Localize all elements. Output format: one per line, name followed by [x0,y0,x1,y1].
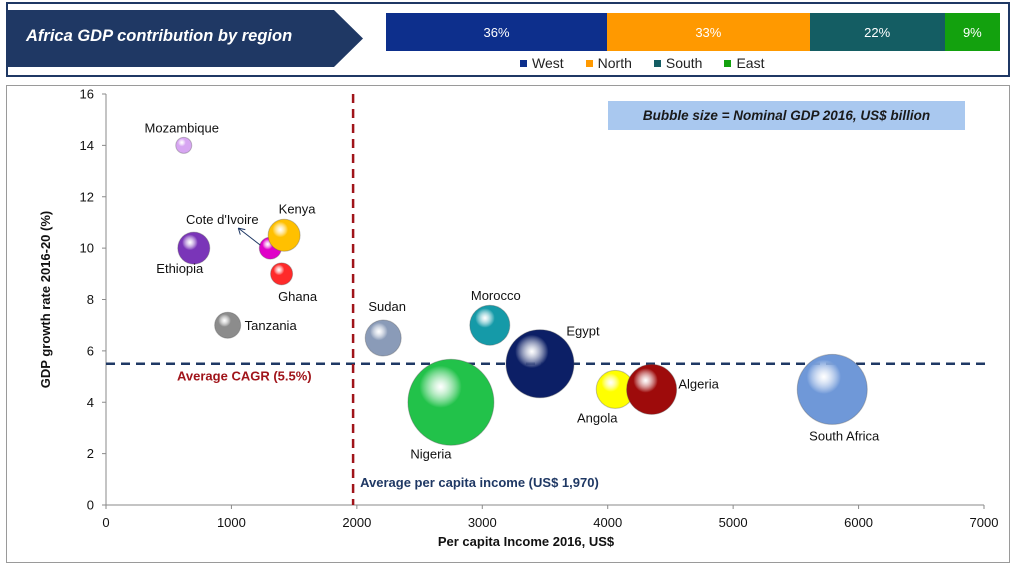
x-tick-label: 2000 [342,515,371,530]
legend-item-west: West [520,55,564,71]
share-segment-north: 33% [607,13,810,51]
bubble-label-angola: Angola [577,410,618,425]
x-axis-title: Per capita Income 2016, US$ [438,534,615,549]
legend-item-south: South [653,55,703,71]
share-label-west: 36% [483,24,510,40]
legend-label-east: East [736,55,765,71]
legend-label-north: North [597,55,632,71]
bubble-algeria [626,363,678,415]
title-arrow-shape [6,10,363,67]
cote-divoire-arrowhead [237,227,246,235]
bubble-south-africa [796,353,868,425]
y-axis-title: GDP growth rate 2016-20 (%) [38,211,53,388]
x-tick-label: 3000 [468,515,497,530]
y-tick-label: 0 [87,498,94,513]
bubble-label-mozambique: Mozambique [145,120,219,135]
share-label-north: 33% [695,24,722,40]
x-tick-label: 0 [102,515,109,530]
share-label-south: 22% [864,24,891,40]
y-tick-label: 4 [87,395,94,410]
x-tick-label: 5000 [719,515,748,530]
legend-swatch-west [520,59,527,67]
bubble-kenya [267,218,301,252]
bubble-label-kenya: Kenya [279,201,317,216]
y-tick-label: 16 [80,87,94,102]
bubble-label-south-africa: South Africa [809,428,880,443]
y-tick-label: 2 [87,446,94,461]
legend-swatch-south [653,59,661,67]
legend-item-north: North [585,55,632,71]
y-tick-label: 14 [80,138,94,153]
legend-swatch-east [724,59,732,67]
bubble-label-ethiopia: Ethiopia [156,261,204,276]
bubble-sudan [364,319,402,357]
bubble-label-nigeria: Nigeria [410,446,452,461]
y-tick-label: 6 [87,343,94,358]
average-income-label: Average per capita income (US$ 1,970) [360,475,599,490]
bubble-ghana [270,262,294,286]
share-label-east: 9% [962,24,982,40]
bubble-label-ghana: Ghana [278,289,318,304]
legend-item-east: East [724,55,764,71]
bubble-ethiopia [177,231,211,265]
x-tick-label: 7000 [970,515,999,530]
bubble-label-algeria: Algeria [678,376,719,391]
cote-divoire-leader-line [238,227,261,246]
share-segment-south: 22% [809,13,945,51]
bubble-label-egypt: Egypt [566,324,600,339]
x-tick-label: 4000 [593,515,622,530]
y-tick-label: 8 [87,292,94,307]
bubble-size-note: Bubble size = Nominal GDP 2016, US$ bill… [608,101,965,130]
bubble-label-sudan: Sudan [368,299,406,314]
bubble-label-cote-d-ivoire: Cote d'Ivoire [186,212,259,227]
bubble-nigeria [407,358,495,446]
y-tick-label: 12 [80,189,94,204]
bubble-mozambique [175,136,193,154]
share-segment-east: 9% [944,13,1000,51]
bubble-egypt [505,329,575,399]
legend-swatch-north [585,59,593,67]
legend-label-west: West [532,55,564,71]
region-legend: West North South East [520,55,786,71]
x-tick-label: 1000 [217,515,246,530]
bubble-label-morocco: Morocco [471,288,521,303]
region-share-bar: 36% 33% 22% 9% [386,13,1000,51]
share-segment-west: 36% [386,13,608,51]
bubble-label-tanzania: Tanzania [245,318,298,333]
y-tick-label: 10 [80,241,94,256]
average-cagr-label: Average CAGR (5.5%) [177,369,312,384]
legend-label-south: South [665,55,703,71]
chart-header-title: Africa GDP contribution by region [26,27,293,45]
bubble-tanzania [214,311,242,339]
x-tick-label: 6000 [844,515,873,530]
bubble-morocco [469,304,511,346]
